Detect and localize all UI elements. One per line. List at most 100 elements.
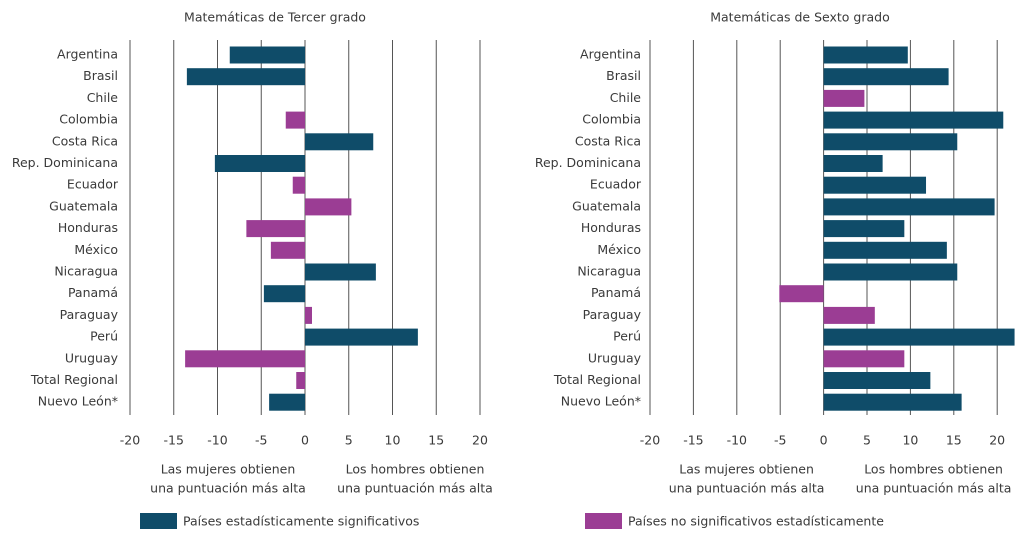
bar — [823, 155, 883, 172]
x-tick-label: -10 — [207, 433, 227, 448]
category-label: Argentina — [580, 47, 641, 62]
bar — [823, 46, 908, 64]
x-tick-label: 15 — [428, 433, 444, 448]
category-label: México — [597, 242, 641, 257]
x-tick-label: -15 — [683, 433, 703, 448]
x-tick-label: -15 — [164, 433, 184, 448]
category-label: Guatemala — [49, 198, 118, 213]
chart-title: Matemáticas de Tercer grado — [184, 10, 366, 25]
annotation: Las mujeres obtienen — [161, 462, 296, 477]
bar — [270, 241, 305, 259]
category-label: Honduras — [58, 220, 118, 235]
annotation: una puntuación más alta — [856, 481, 1012, 496]
bar — [305, 133, 374, 151]
bar — [285, 111, 305, 129]
category-label: Argentina — [57, 47, 118, 62]
x-tick-label: -10 — [727, 433, 747, 448]
bar — [823, 111, 1004, 129]
category-label: Costa Rica — [52, 133, 118, 148]
bar — [305, 263, 376, 281]
category-label: Honduras — [581, 220, 641, 235]
bar — [823, 198, 995, 216]
category-label: Chile — [610, 90, 642, 105]
annotation: una puntuación más alta — [337, 481, 493, 496]
category-label: Total Regional — [30, 372, 118, 387]
bar — [823, 89, 865, 107]
bar — [823, 220, 905, 238]
x-tick-label: 0 — [301, 433, 309, 448]
category-label: Ecuador — [590, 177, 642, 192]
category-label: México — [74, 242, 118, 257]
x-tick-label: 10 — [902, 433, 918, 448]
bar — [263, 285, 305, 303]
category-label: Perú — [90, 329, 118, 344]
bar — [305, 328, 418, 346]
legend-swatch — [140, 513, 177, 529]
category-label: Rep. Dominicana — [535, 155, 641, 170]
x-tick-label: -5 — [774, 433, 786, 448]
category-label: Nicaragua — [577, 264, 641, 279]
x-tick-label: 20 — [989, 433, 1005, 448]
x-tick-label: -20 — [640, 433, 660, 448]
annotation: Las mujeres obtienen — [679, 462, 814, 477]
bar — [823, 176, 927, 194]
category-label: Paraguay — [60, 307, 119, 322]
legend-swatch — [585, 513, 622, 529]
category-label: Uruguay — [588, 350, 642, 365]
x-tick-label: 10 — [385, 433, 401, 448]
bar — [823, 350, 905, 368]
x-tick-label: 20 — [472, 433, 488, 448]
bar — [823, 68, 949, 86]
legend-label: Países no significativos estadísticament… — [628, 514, 884, 529]
annotation: una puntuación más alta — [150, 481, 306, 496]
bar — [823, 133, 958, 151]
category-label: Brasil — [83, 68, 118, 83]
category-label: Costa Rica — [575, 133, 641, 148]
bar — [823, 393, 962, 411]
bar — [214, 155, 305, 172]
category-label: Chile — [87, 90, 119, 105]
annotation: Los hombres obtienen — [346, 462, 485, 477]
category-label: Nuevo León* — [561, 394, 641, 409]
x-tick-label: 0 — [820, 433, 828, 448]
category-label: Colombia — [59, 112, 118, 127]
bar — [246, 220, 305, 238]
bar — [823, 372, 931, 389]
bar — [823, 241, 947, 259]
annotation: Los hombres obtienen — [864, 462, 1003, 477]
x-tick-label: 5 — [863, 433, 871, 448]
x-tick-label: -20 — [120, 433, 140, 448]
category-label: Brasil — [606, 68, 641, 83]
bar — [269, 393, 305, 411]
category-label: Perú — [613, 329, 641, 344]
x-tick-label: 15 — [946, 433, 962, 448]
category-label: Nuevo León* — [38, 394, 118, 409]
category-label: Total Regional — [553, 372, 641, 387]
bar — [823, 328, 1015, 346]
annotation: una puntuación más alta — [669, 481, 825, 496]
category-label: Ecuador — [67, 177, 119, 192]
bar — [292, 176, 305, 194]
legend-label: Países estadísticamente significativos — [183, 514, 419, 529]
bar — [823, 306, 875, 324]
bar — [229, 46, 305, 64]
bar — [296, 372, 305, 389]
category-label: Rep. Dominicana — [12, 155, 118, 170]
bar — [305, 198, 352, 216]
category-label: Uruguay — [65, 350, 119, 365]
category-label: Colombia — [582, 112, 641, 127]
bar — [779, 285, 824, 303]
bar — [305, 306, 312, 324]
bar — [823, 263, 958, 281]
bar — [186, 68, 305, 86]
x-tick-label: 5 — [345, 433, 353, 448]
x-tick-label: -5 — [255, 433, 267, 448]
bar — [185, 350, 305, 368]
category-label: Nicaragua — [54, 264, 118, 279]
category-label: Paraguay — [583, 307, 642, 322]
chart-title: Matemáticas de Sexto grado — [710, 10, 890, 25]
category-label: Guatemala — [572, 198, 641, 213]
category-label: Panamá — [591, 285, 641, 300]
category-label: Panamá — [68, 285, 118, 300]
